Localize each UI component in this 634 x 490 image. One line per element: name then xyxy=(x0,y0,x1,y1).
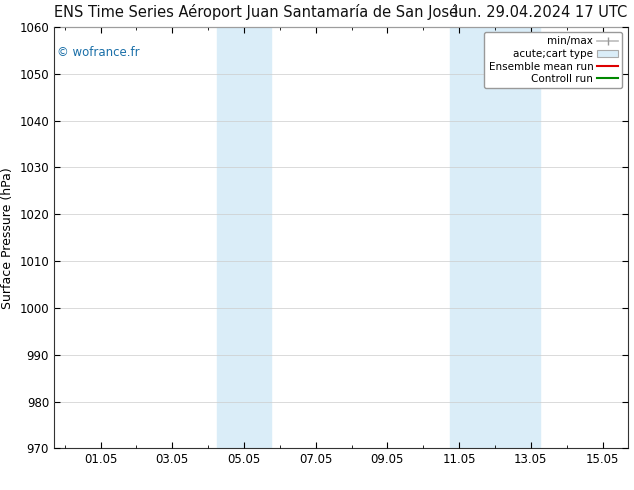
Text: lun. 29.04.2024 17 UTC: lun. 29.04.2024 17 UTC xyxy=(455,5,628,20)
Bar xyxy=(450,27,540,448)
Bar xyxy=(217,27,271,448)
Text: ENS Time Series Aéroport Juan Santamaría de San José: ENS Time Series Aéroport Juan Santamaría… xyxy=(54,4,458,20)
Text: © wofrance.fr: © wofrance.fr xyxy=(57,46,139,59)
Y-axis label: Surface Pressure (hPa): Surface Pressure (hPa) xyxy=(1,167,14,309)
Legend: min/max, acute;cart type, Ensemble mean run, Controll run: min/max, acute;cart type, Ensemble mean … xyxy=(484,32,623,88)
